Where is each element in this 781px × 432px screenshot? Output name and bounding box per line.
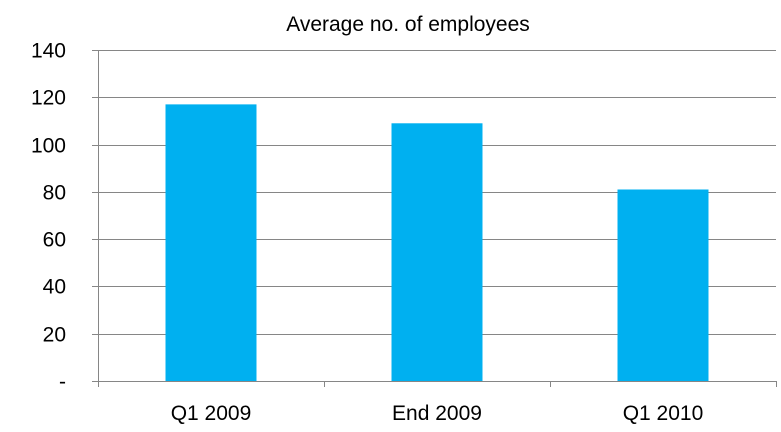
y-tick-label: 60 bbox=[43, 229, 66, 252]
x-tick-label: Q1 2009 bbox=[171, 402, 252, 425]
x-tick-labels: Q1 2009 End 2009 Q1 2010 bbox=[171, 402, 704, 425]
chart-title: Average no. of employees bbox=[286, 13, 530, 36]
y-tick-labels: - 20 40 60 80 100 120 140 bbox=[31, 40, 66, 394]
y-tick-label: 80 bbox=[43, 182, 66, 205]
x-tick-label: Q1 2010 bbox=[623, 402, 704, 425]
y-tick-label: 120 bbox=[31, 87, 66, 110]
y-tick-label: 140 bbox=[31, 40, 66, 63]
bar-end-2009 bbox=[391, 123, 483, 382]
bar-q1-2009 bbox=[165, 104, 257, 381]
axes bbox=[92, 50, 777, 387]
bars bbox=[165, 104, 709, 382]
y-tick-label: 100 bbox=[31, 135, 66, 158]
y-tick-label: - bbox=[59, 371, 66, 394]
y-tick-label: 40 bbox=[43, 276, 66, 299]
x-tick-label: End 2009 bbox=[392, 402, 482, 425]
bar-q1-2010 bbox=[617, 189, 709, 381]
y-tick-label: 20 bbox=[43, 324, 66, 347]
